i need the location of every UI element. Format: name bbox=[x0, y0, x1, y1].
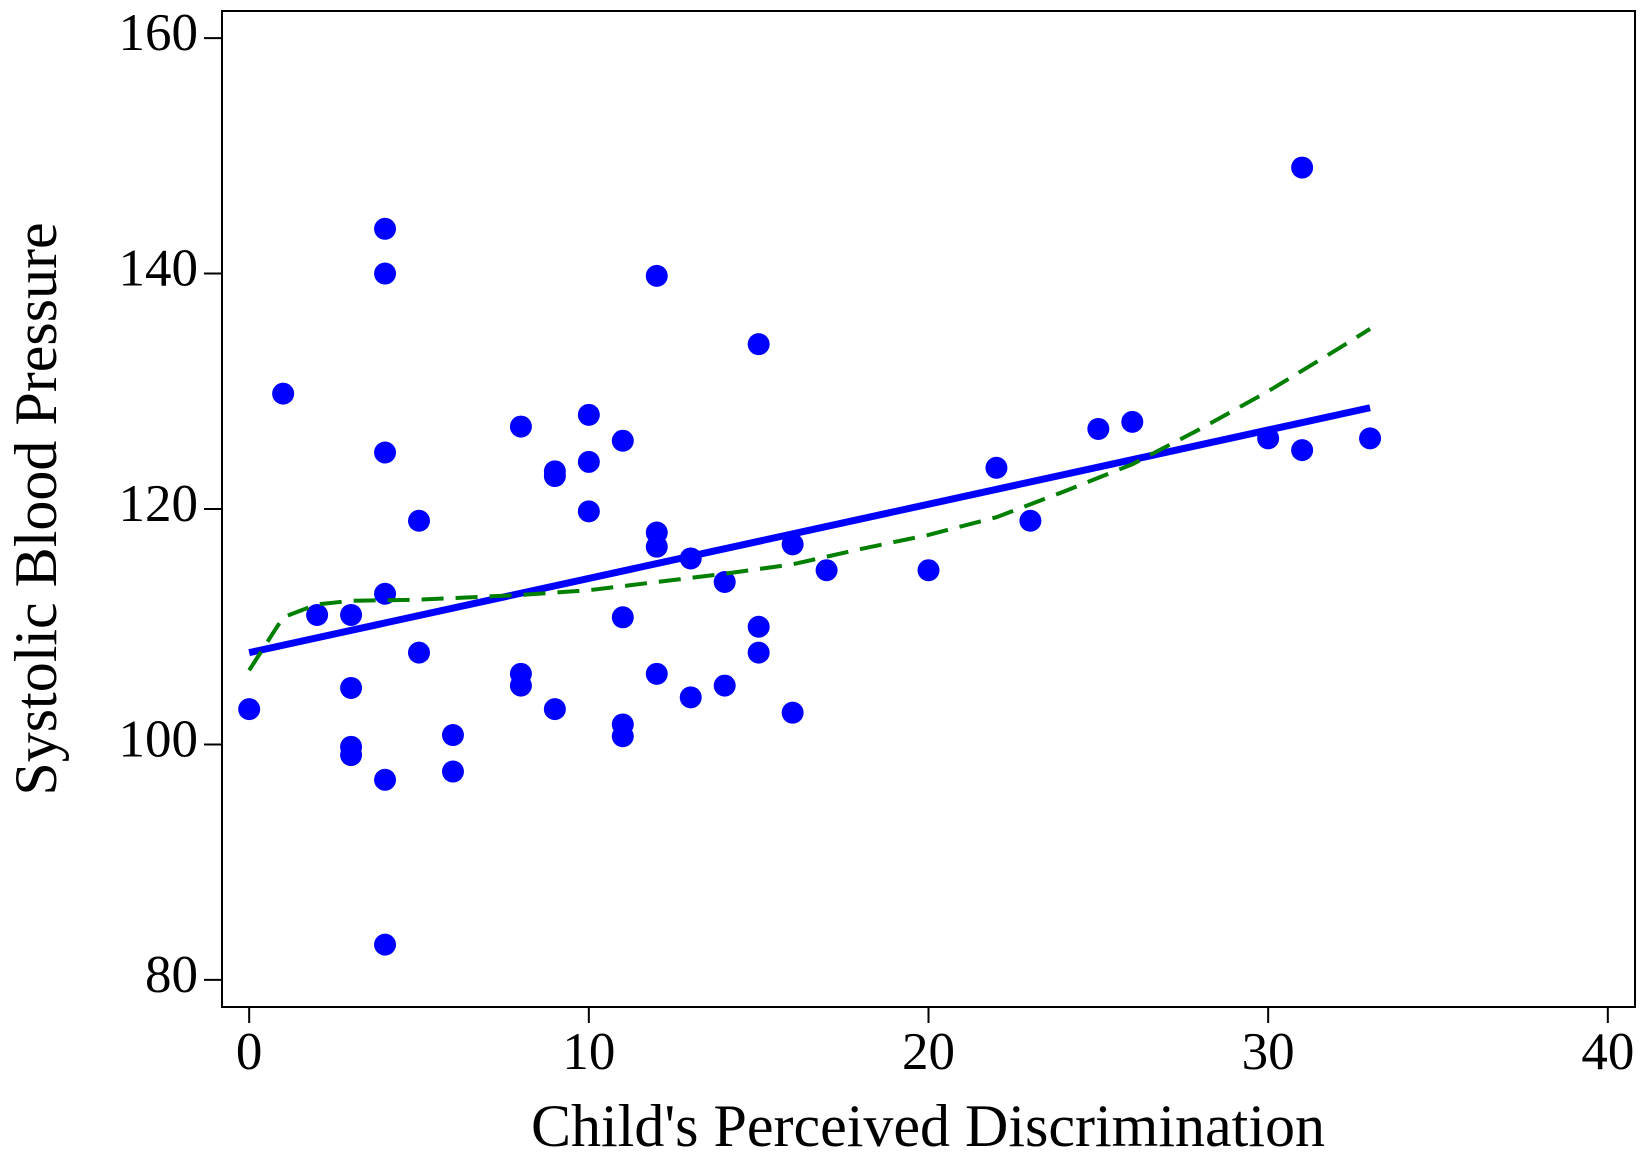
x-axis-title: Child's Perceived Discrimination bbox=[531, 1093, 1325, 1159]
y-tick-label: 160 bbox=[119, 4, 199, 62]
scatter-point bbox=[577, 500, 600, 523]
y-tick-label: 80 bbox=[145, 946, 198, 1004]
scatter-point bbox=[509, 415, 532, 438]
scatter-point bbox=[577, 403, 600, 426]
scatter-point bbox=[611, 429, 634, 452]
scatter-point bbox=[679, 686, 702, 709]
y-tick-label: 140 bbox=[119, 240, 199, 298]
scatter-point bbox=[543, 698, 566, 721]
x-tick-label: 40 bbox=[1581, 1023, 1634, 1081]
plot-frame bbox=[221, 10, 1636, 1008]
scatter-point bbox=[747, 615, 770, 638]
scatter-point bbox=[374, 262, 397, 285]
scatter-point bbox=[340, 676, 363, 699]
x-tick-label: 10 bbox=[562, 1023, 615, 1081]
scatter-point bbox=[645, 264, 668, 287]
scatter-point bbox=[306, 603, 329, 626]
scatter-point bbox=[238, 698, 261, 721]
y-tick-label: 120 bbox=[119, 475, 199, 533]
x-tick-label: 0 bbox=[236, 1023, 263, 1081]
scatter-point bbox=[747, 641, 770, 664]
scatter-point bbox=[509, 674, 532, 697]
scatter-point bbox=[1291, 439, 1314, 462]
scatter-point bbox=[917, 559, 940, 582]
scatter-point bbox=[713, 570, 736, 593]
scatter-point bbox=[340, 744, 363, 767]
scatter-point bbox=[374, 217, 397, 240]
scatter-point bbox=[747, 333, 770, 356]
scatter-point bbox=[543, 465, 566, 488]
scatter-point bbox=[441, 760, 464, 783]
scatter-point bbox=[781, 533, 804, 556]
scatter-point bbox=[577, 450, 600, 473]
y-tick-label: 100 bbox=[119, 711, 199, 769]
scatter-point bbox=[374, 441, 397, 464]
scatter-point bbox=[611, 725, 634, 748]
fit-line bbox=[248, 404, 1371, 657]
scatter-point bbox=[1121, 410, 1144, 433]
scatter-point bbox=[408, 509, 431, 532]
scatter-point bbox=[340, 603, 363, 626]
scatter-point bbox=[985, 456, 1008, 479]
scatter-point bbox=[1019, 509, 1042, 532]
x-tick-label: 30 bbox=[1242, 1023, 1295, 1081]
scatter-point bbox=[374, 933, 397, 956]
scatter-point bbox=[645, 662, 668, 685]
scatter-point bbox=[713, 674, 736, 697]
scatter-point bbox=[1087, 417, 1110, 440]
scatter-point bbox=[815, 559, 838, 582]
scatter-point bbox=[408, 641, 431, 664]
x-tick-label: 20 bbox=[902, 1023, 955, 1081]
scatter-point bbox=[374, 768, 397, 791]
scatter-point bbox=[1291, 156, 1314, 179]
scatter-point bbox=[611, 606, 634, 629]
scatter-point bbox=[1359, 427, 1382, 450]
y-axis-title: Systolic Blood Pressure bbox=[3, 222, 69, 795]
scatter-point bbox=[781, 701, 804, 724]
scatter-point bbox=[272, 382, 295, 405]
scatter-point bbox=[645, 535, 668, 558]
scatter-point bbox=[441, 724, 464, 747]
